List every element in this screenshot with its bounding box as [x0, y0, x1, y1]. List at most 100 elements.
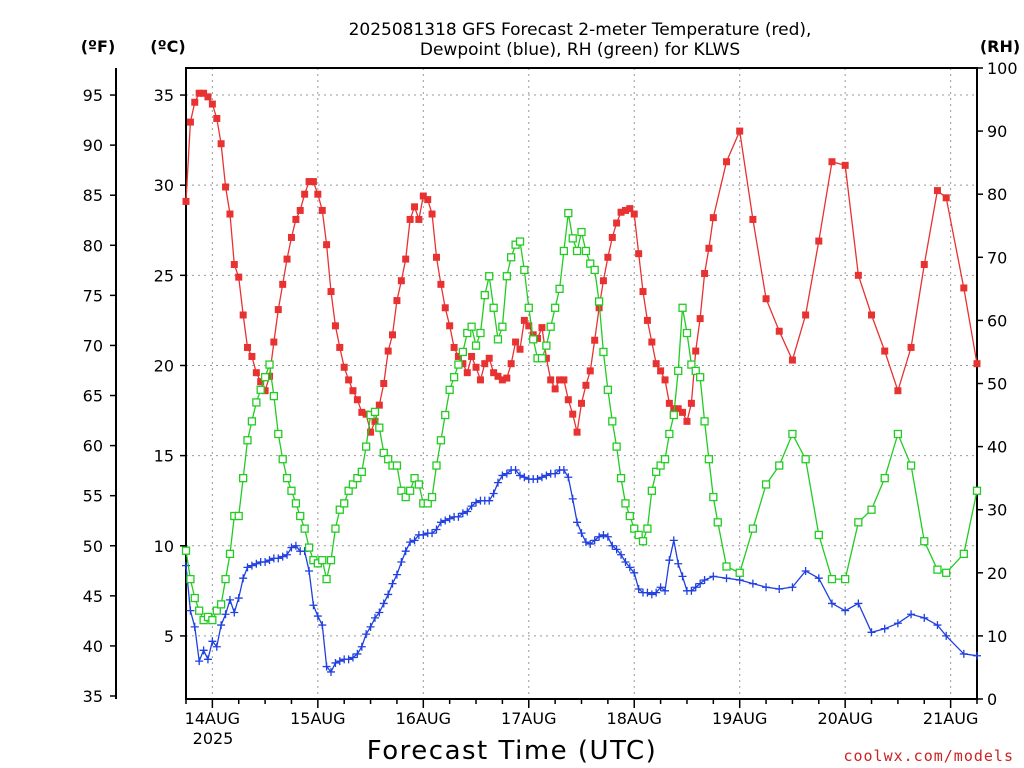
rh-point: [260, 373, 270, 382]
rh-point: [208, 615, 217, 625]
rh-point: [594, 297, 604, 306]
x-tick-label: 16AUG: [396, 709, 451, 728]
dewpoint-point: [643, 588, 652, 597]
temperature-point: [564, 396, 572, 404]
temperature-point: [881, 347, 889, 355]
temperature-point: [582, 381, 590, 389]
dewpoint-point: [854, 599, 863, 608]
rh-point: [221, 574, 230, 584]
dewpoint-point: [551, 469, 560, 478]
temperature-point: [507, 360, 515, 368]
rh-point: [652, 467, 661, 476]
dewpoint-point: [217, 621, 226, 630]
rh-point: [361, 442, 371, 451]
temperature-point: [296, 206, 304, 214]
rh-point: [634, 530, 643, 540]
dewpoint-point: [252, 559, 261, 568]
temperature-point: [287, 233, 295, 241]
temperature-point: [454, 352, 462, 360]
dewpoint-point: [788, 583, 797, 592]
rh-point: [687, 360, 696, 369]
temperature-point: [551, 385, 559, 393]
y-tick-label-rh: 20: [987, 564, 1007, 583]
rh-point: [841, 574, 850, 584]
dewpoint-point: [234, 594, 243, 603]
temperature-point: [327, 288, 335, 296]
temperature-point: [498, 376, 506, 384]
rh-point: [665, 429, 674, 439]
y-tick-label-celsius: 25: [154, 266, 174, 285]
temperature-point: [274, 306, 282, 314]
temperature-point: [367, 428, 375, 436]
rh-line: [185, 212, 978, 622]
dewpoint-point: [665, 556, 674, 565]
temperature-point: [314, 190, 322, 198]
dewpoint-point: [669, 536, 678, 545]
dewpoint-point: [397, 557, 406, 566]
y-tick-label-fahrenheit: 45: [83, 587, 103, 606]
dewpoint-point: [313, 612, 322, 621]
rh-point: [537, 354, 547, 363]
rh-point: [867, 505, 876, 514]
temperature-point: [248, 352, 256, 360]
rh-point: [612, 442, 621, 451]
temperature-point: [920, 261, 928, 269]
rh-point: [590, 265, 599, 275]
y-tick-label-fahrenheit: 60: [83, 437, 103, 456]
rh-point: [669, 410, 678, 420]
rh-point: [502, 272, 511, 281]
dewpoint-point: [375, 608, 384, 617]
rh-point: [476, 328, 485, 338]
dewpoint-point: [586, 539, 595, 548]
temperature-point: [591, 336, 599, 344]
temperature-point: [389, 331, 397, 339]
rh-point: [906, 461, 916, 470]
rh-point: [375, 423, 384, 432]
temperature-point: [213, 114, 221, 122]
dewpoint-point: [748, 579, 757, 588]
dewpoint-point: [283, 550, 292, 559]
temperature-point: [648, 338, 656, 346]
dewpoint-point: [608, 541, 617, 550]
x-tick-label: 19AUG: [712, 709, 767, 728]
dewpoint-point: [801, 566, 810, 575]
dewpoint-point: [617, 550, 626, 559]
unit-label-rh: (RH): [980, 37, 1020, 56]
y-tick-label-rh: 60: [987, 311, 1007, 330]
rh-point: [458, 347, 468, 357]
rh-point: [340, 499, 349, 508]
temperature-point: [437, 280, 445, 288]
temperature-point: [301, 190, 309, 198]
rh-point: [616, 473, 626, 483]
dewpoint-point: [577, 529, 586, 538]
temperature-point: [626, 205, 634, 213]
dewpoint-point: [274, 554, 283, 563]
rh-point: [463, 328, 472, 338]
rh-point: [489, 303, 498, 312]
dewpoint-point: [603, 532, 612, 541]
chart-title-line1: 2025081318 GFS Forecast 2-meter Temperat…: [349, 20, 812, 40]
temperature-point: [652, 360, 660, 368]
temperature-point: [239, 311, 247, 319]
temperature-point: [476, 376, 484, 384]
temperature-point: [217, 140, 225, 148]
rh-point: [647, 486, 656, 495]
rh-point: [348, 480, 358, 489]
dewpoint-point: [243, 563, 252, 572]
rh-point: [660, 455, 670, 464]
temperature-point: [406, 215, 414, 223]
temperature-point: [243, 343, 251, 351]
temperature-point: [182, 197, 190, 205]
x-tick-label: 17AUG: [501, 709, 556, 728]
dewpoint-point: [458, 509, 467, 518]
rh-point: [893, 429, 903, 439]
temperature-point: [749, 215, 757, 223]
rh-point: [529, 335, 538, 344]
rh-point: [520, 265, 529, 275]
dewpoint-point: [893, 619, 902, 628]
rh-point: [827, 574, 837, 584]
dewpoint-point: [630, 568, 639, 577]
temperature-point: [463, 369, 471, 377]
rh-point: [269, 391, 279, 401]
temperature-point: [542, 354, 550, 362]
